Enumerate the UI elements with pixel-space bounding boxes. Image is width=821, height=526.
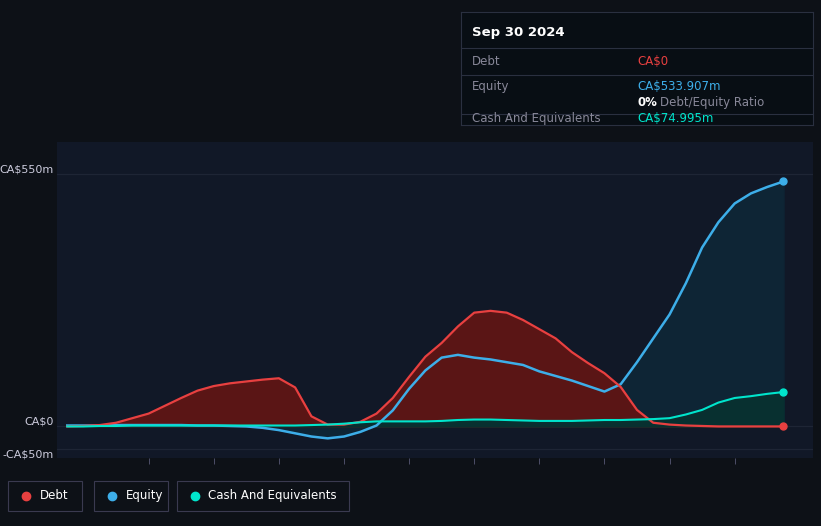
- Text: Equity: Equity: [126, 489, 163, 502]
- Text: Debt: Debt: [472, 55, 501, 68]
- Text: Debt: Debt: [39, 489, 68, 502]
- Text: Cash And Equivalents: Cash And Equivalents: [472, 112, 601, 125]
- Text: 0%: 0%: [637, 96, 657, 109]
- Text: CA$0: CA$0: [637, 55, 668, 68]
- Text: CA$533.907m: CA$533.907m: [637, 80, 721, 93]
- Text: Cash And Equivalents: Cash And Equivalents: [208, 489, 337, 502]
- Text: -CA$50m: -CA$50m: [2, 449, 53, 459]
- Text: Sep 30 2024: Sep 30 2024: [472, 26, 565, 39]
- Text: Debt/Equity Ratio: Debt/Equity Ratio: [660, 96, 764, 109]
- Text: Equity: Equity: [472, 80, 510, 93]
- Text: CA$74.995m: CA$74.995m: [637, 112, 713, 125]
- Text: CA$0: CA$0: [25, 417, 53, 427]
- Text: CA$550m: CA$550m: [0, 164, 53, 174]
